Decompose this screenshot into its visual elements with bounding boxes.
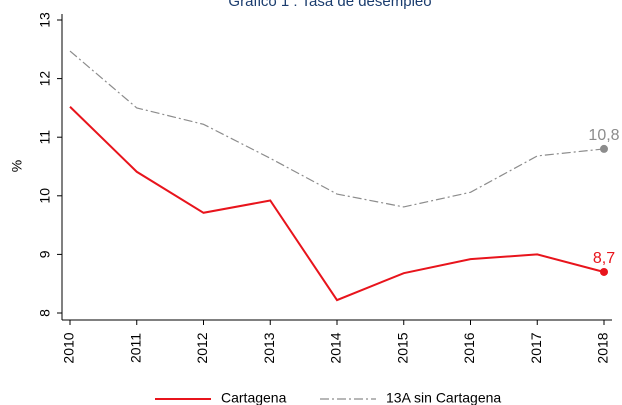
x-tick-label: 2012 <box>194 332 210 363</box>
legend-label: 13A sin Cartagena <box>386 390 501 405</box>
chart-title: Gráfico 1 : Tasa de desempleo <box>228 0 431 10</box>
legend-label: Cartagena <box>221 390 287 405</box>
y-tick-label: 11 <box>37 130 53 145</box>
y-tick-label: 8 <box>37 309 53 317</box>
x-tick-label: 2013 <box>261 332 277 363</box>
point-marker <box>600 267 608 276</box>
x-tick-label: 2018 <box>595 332 611 363</box>
y-tick-label: 12 <box>37 71 53 87</box>
x-tick-label: 2011 <box>127 333 143 363</box>
point-marker <box>600 144 608 153</box>
data-label: 8,7 <box>593 250 615 267</box>
y-tick-label: 10 <box>37 188 53 204</box>
x-tick-label: 2016 <box>461 332 477 363</box>
y-axis-label: % <box>9 160 25 172</box>
series-line <box>69 50 605 208</box>
data-label: 10,8 <box>588 127 619 144</box>
x-tick-label: 2015 <box>394 332 410 363</box>
x-tick-label: 2014 <box>328 332 344 363</box>
y-tick-label: 13 <box>37 12 53 28</box>
series-line <box>69 106 605 302</box>
x-tick-label: 2010 <box>61 332 77 363</box>
y-tick-label: 9 <box>37 250 53 258</box>
x-tick-label: 2017 <box>528 332 544 363</box>
